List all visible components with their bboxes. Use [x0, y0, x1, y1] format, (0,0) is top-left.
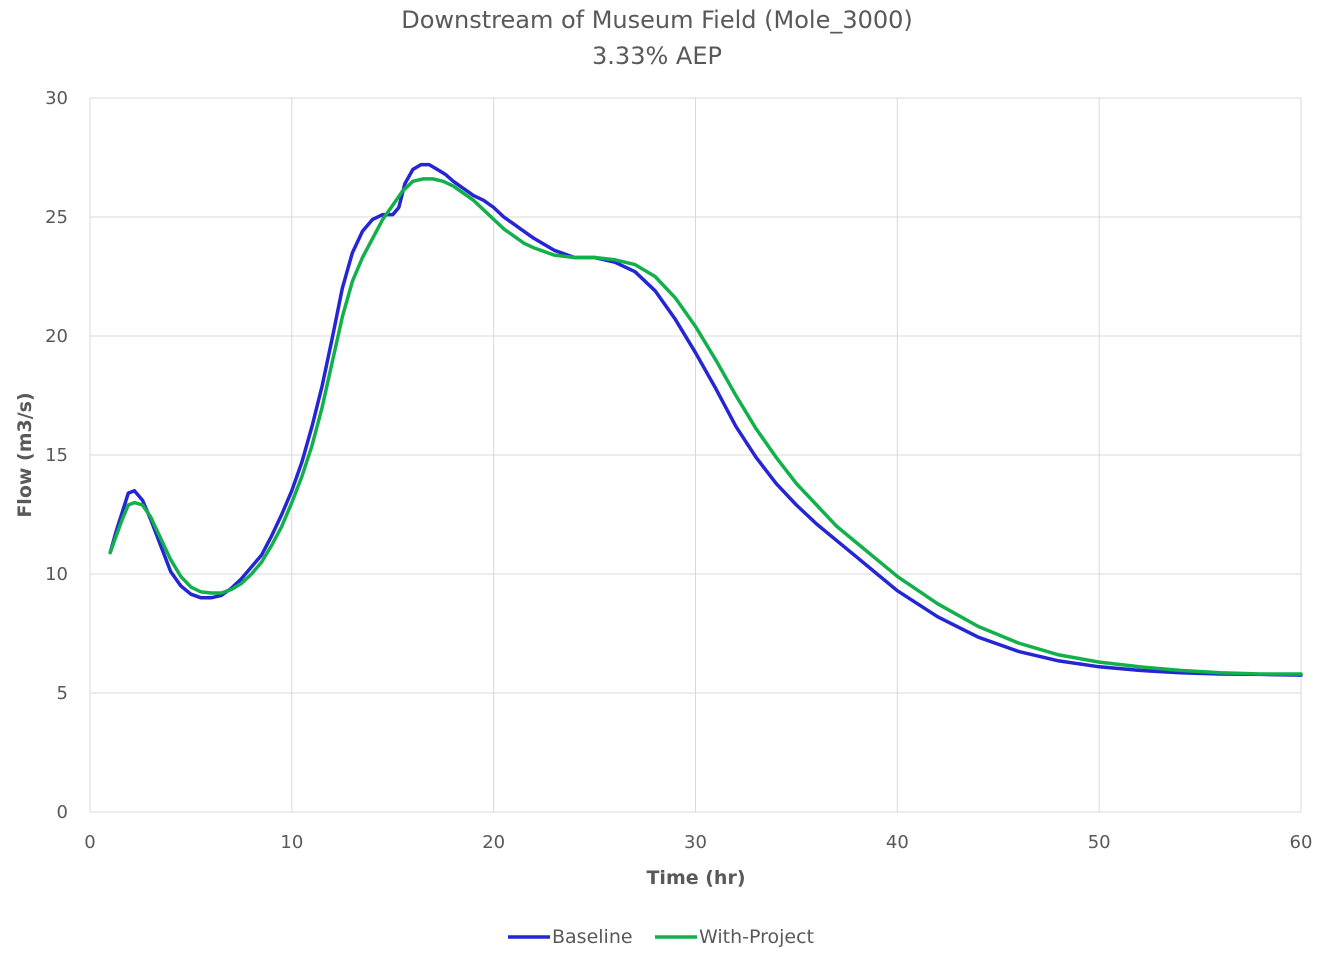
grid-layer — [89, 97, 1302, 813]
legend: Baseline With-Project — [508, 926, 814, 948]
y-tick-label: 25 — [45, 207, 68, 228]
chart-subtitle: 3.33% AEP — [592, 42, 722, 70]
x-tick-label: 60 — [1290, 832, 1313, 853]
x-tick-label: 50 — [1088, 832, 1111, 853]
x-tick-label: 40 — [886, 832, 909, 853]
series-line-with-project — [108, 177, 1303, 676]
x-tick-label: 20 — [482, 832, 505, 853]
chart-title: Downstream of Museum Field (Mole_3000) — [401, 6, 913, 34]
series-layer — [108, 162, 1303, 677]
legend-label-with-project: With-Project — [699, 926, 814, 948]
x-tick-label: 10 — [280, 832, 303, 853]
x-tick-label: 0 — [84, 832, 95, 853]
y-tick-label: 15 — [45, 445, 68, 466]
y-axis-title: Flow (m3/s) — [14, 392, 36, 517]
y-tick-label: 20 — [45, 326, 68, 347]
x-tick-label: 30 — [684, 832, 707, 853]
y-tick-label: 30 — [45, 88, 68, 109]
legend-label-baseline: Baseline — [552, 926, 633, 948]
tick-layer: 0 5 10 15 20 25 30 0 10 20 30 40 50 60 — [45, 88, 1312, 853]
x-axis-title: Time (hr) — [646, 867, 745, 889]
y-tick-label: 5 — [57, 683, 68, 704]
y-tick-label: 0 — [57, 802, 68, 823]
y-tick-label: 10 — [45, 564, 68, 585]
series-line-baseline — [108, 162, 1303, 677]
